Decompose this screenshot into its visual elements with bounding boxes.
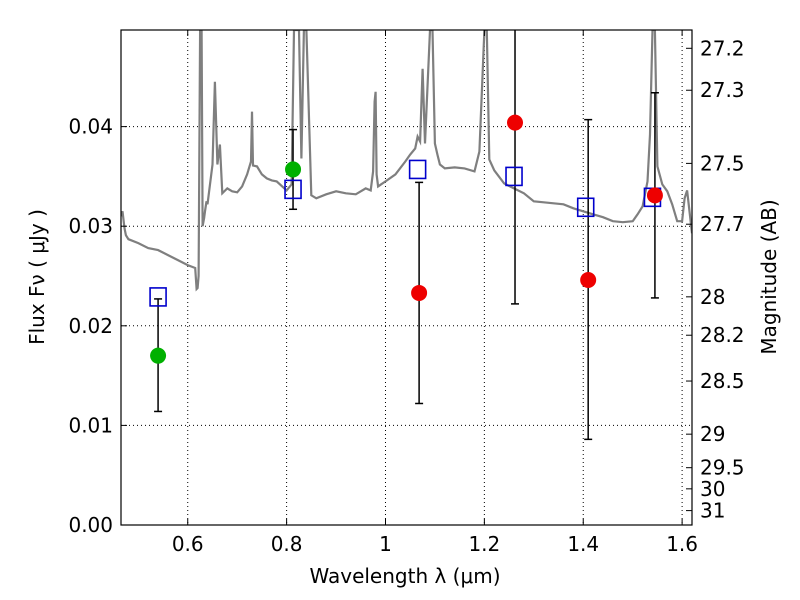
axes-frame [120, 29, 693, 526]
x-tick-label: 0.8 [271, 532, 303, 556]
right-tick-label: 27.5 [700, 151, 745, 175]
observed-point [646, 187, 663, 204]
x-tick-label: 1.6 [666, 532, 698, 556]
observed-point [580, 271, 597, 288]
x-tick-label: 1 [379, 532, 392, 556]
right-tick-label: 27.7 [700, 212, 745, 236]
y-tick-label: 0.04 [68, 115, 113, 139]
right-tick-label: 28.2 [700, 323, 745, 347]
right-tick-label: 31 [700, 499, 725, 523]
right-tick-label: 28.5 [700, 369, 745, 393]
model-point [576, 197, 595, 218]
y-tick-label: 0.01 [68, 413, 113, 437]
observed-point [285, 161, 302, 178]
model-point [284, 179, 302, 200]
right-tick-label: 30 [700, 477, 725, 501]
right-tick-label: 27.3 [700, 78, 745, 102]
x-tick-label: 1.2 [468, 532, 500, 556]
spectrum-line [121, 30, 692, 292]
y-tick-label: 0.03 [68, 214, 113, 238]
observed-point [507, 114, 524, 131]
y-axis-label: Flux Fν ( μJy ) [25, 209, 49, 345]
right-tick-label: 27.2 [700, 36, 745, 60]
model-point [505, 166, 523, 187]
observed-point [411, 284, 428, 301]
right-tick-label: 28 [700, 285, 725, 309]
right-tick-label: 29.5 [700, 456, 745, 480]
model-point [408, 159, 427, 180]
right-axis-label: Magnitude (AB) [757, 199, 781, 354]
observed-point [150, 347, 167, 364]
plot-area [121, 30, 692, 441]
x-tick-label: 0.6 [172, 532, 204, 556]
axes: 0.6 0.8 1 1.2 1.4 1.6 0.00 0.01 0.02 0.03 0.04 27.2… [68, 29, 745, 556]
right-tick-label: 29 [700, 422, 725, 446]
x-axis-label: Wavelength λ (μm) [309, 564, 500, 588]
y-tick-label: 0.02 [68, 314, 113, 338]
grid [121, 30, 692, 525]
model-point [149, 287, 167, 307]
y-tick-label: 0.00 [68, 513, 113, 537]
x-tick-label: 1.4 [567, 532, 599, 556]
